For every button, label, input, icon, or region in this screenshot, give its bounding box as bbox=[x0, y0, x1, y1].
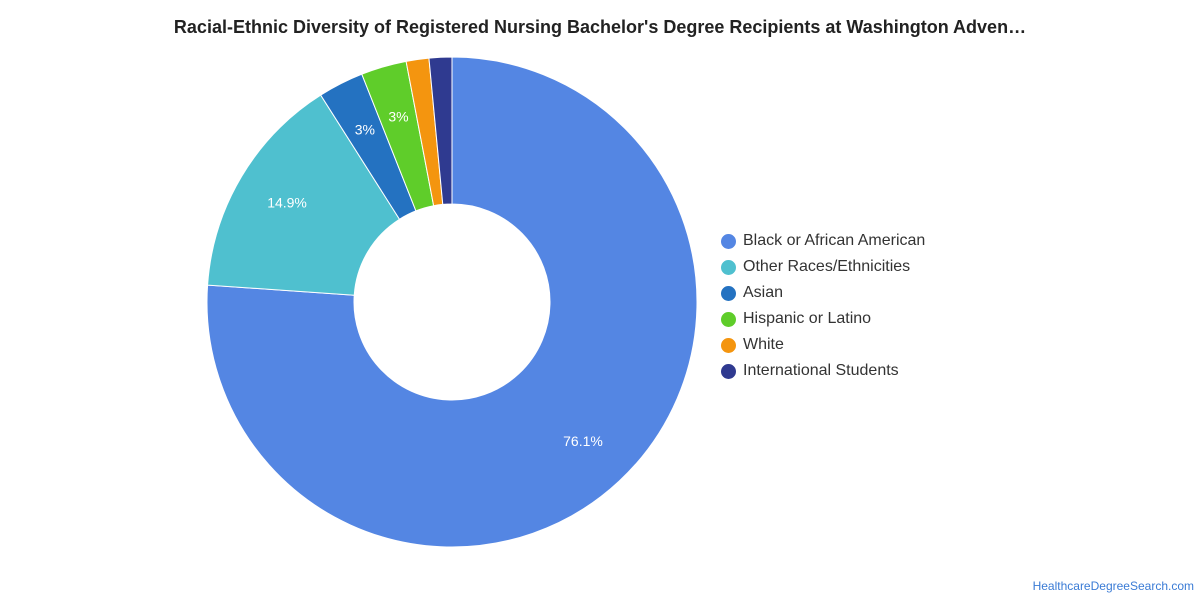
legend-label: White bbox=[743, 336, 784, 353]
slices-group bbox=[206, 56, 698, 548]
source-link[interactable]: HealthcareDegreeSearch.com bbox=[1032, 579, 1194, 593]
legend-swatch bbox=[721, 285, 736, 301]
legend-label: Hispanic or Latino bbox=[743, 310, 872, 327]
legend-swatch bbox=[721, 363, 736, 379]
legend-item-asian[interactable]: Asian bbox=[721, 280, 925, 306]
legend-item-black-or-african-american[interactable]: Black or African American bbox=[721, 228, 925, 254]
legend-swatch bbox=[721, 259, 736, 275]
chart-title: Racial-Ethnic Diversity of Registered Nu… bbox=[173, 17, 1027, 37]
data-label-other-races-ethnicities: 14.9% bbox=[267, 194, 307, 210]
legend-item-international-students[interactable]: International Students bbox=[721, 358, 925, 384]
data-label-asian: 3% bbox=[355, 122, 375, 138]
legend: Black or African American Other Races/Eth… bbox=[721, 228, 925, 384]
legend-label: International Students bbox=[743, 362, 899, 379]
legend-item-white[interactable]: White bbox=[721, 332, 925, 358]
legend-label: Asian bbox=[743, 284, 784, 301]
data-label-hispanic-or-latino: 3% bbox=[388, 108, 408, 124]
slice-black-or-african-american[interactable] bbox=[206, 56, 698, 548]
legend-swatch bbox=[721, 233, 736, 249]
legend-label: Black or African American bbox=[743, 232, 926, 249]
data-label-black-or-african-american: 76.1% bbox=[563, 433, 603, 449]
legend-swatch bbox=[721, 337, 736, 353]
legend-item-hispanic-or-latino[interactable]: Hispanic or Latino bbox=[721, 306, 925, 332]
slice-other-races-ethnicities[interactable] bbox=[207, 94, 401, 296]
legend-label: Other Races/Ethnicities bbox=[743, 258, 911, 275]
legend-swatch bbox=[721, 311, 736, 327]
data-labels-group: 76.1% 14.9% 3% 3% bbox=[267, 108, 603, 449]
slice-international-students[interactable] bbox=[428, 56, 453, 205]
legend-item-other-races-ethnicities[interactable]: Other Races/Ethnicities bbox=[721, 254, 925, 280]
